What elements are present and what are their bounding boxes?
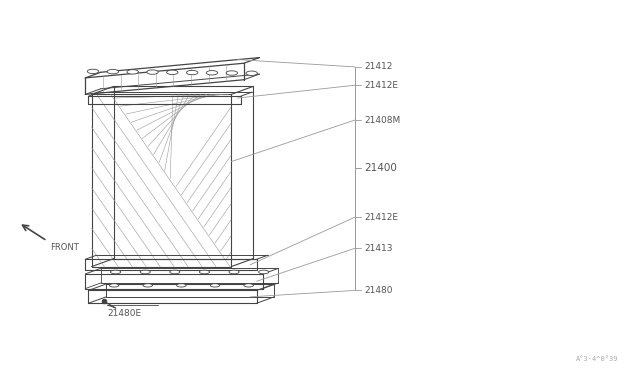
Ellipse shape [177, 284, 186, 287]
Ellipse shape [186, 70, 198, 75]
Ellipse shape [229, 270, 239, 274]
Ellipse shape [244, 284, 253, 287]
Text: 21480: 21480 [364, 286, 393, 295]
Ellipse shape [107, 70, 118, 74]
Ellipse shape [87, 69, 99, 74]
Ellipse shape [211, 284, 220, 287]
Ellipse shape [226, 71, 237, 75]
Text: 21480E: 21480E [108, 310, 141, 318]
Ellipse shape [166, 70, 178, 74]
Ellipse shape [206, 71, 218, 75]
Text: FRONT: FRONT [51, 243, 79, 252]
Text: 21412E: 21412E [364, 81, 399, 90]
Ellipse shape [143, 284, 152, 287]
Ellipse shape [246, 71, 257, 76]
Ellipse shape [111, 270, 121, 274]
Text: 21413: 21413 [364, 244, 393, 253]
Text: 21412E: 21412E [364, 213, 399, 222]
Ellipse shape [147, 70, 158, 74]
Text: 21412: 21412 [364, 62, 393, 71]
Text: 21400: 21400 [364, 163, 397, 173]
Ellipse shape [109, 284, 119, 287]
Ellipse shape [127, 70, 138, 74]
Text: A°3·4^0°39: A°3·4^0°39 [576, 356, 618, 362]
Ellipse shape [259, 270, 269, 274]
Ellipse shape [170, 270, 180, 274]
Ellipse shape [199, 270, 209, 274]
Text: 21408M: 21408M [364, 116, 401, 125]
Ellipse shape [140, 270, 150, 274]
